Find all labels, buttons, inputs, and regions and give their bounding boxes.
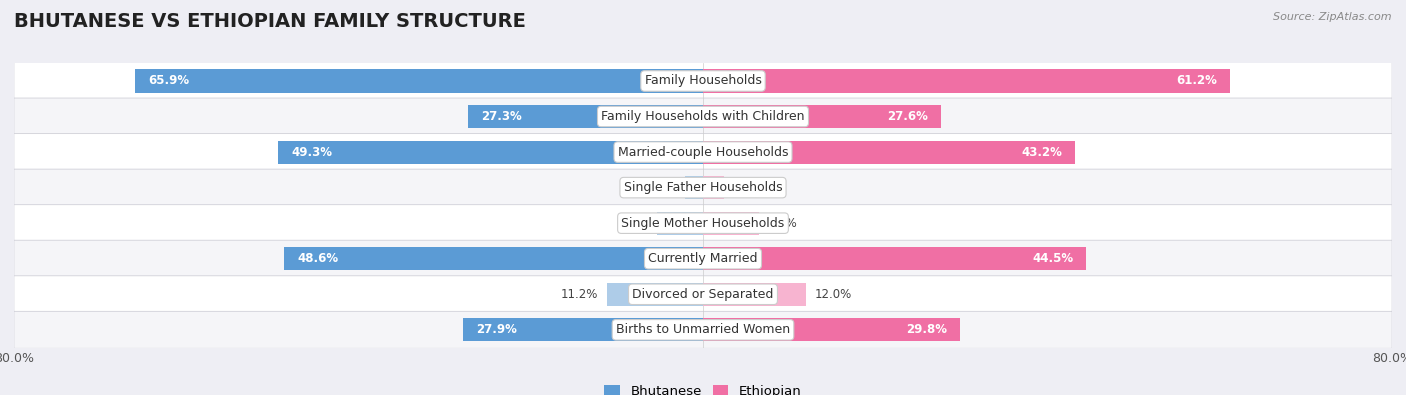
Text: Married-couple Households: Married-couple Households — [617, 146, 789, 158]
Text: 2.4%: 2.4% — [733, 181, 762, 194]
Bar — [703, 105, 941, 128]
FancyBboxPatch shape — [14, 134, 1392, 171]
Text: 29.8%: 29.8% — [905, 324, 946, 336]
FancyBboxPatch shape — [14, 240, 1392, 277]
Text: Family Households with Children: Family Households with Children — [602, 110, 804, 123]
Bar — [703, 318, 960, 341]
Text: Currently Married: Currently Married — [648, 252, 758, 265]
FancyBboxPatch shape — [14, 98, 1392, 135]
Bar — [658, 212, 703, 235]
Text: Source: ZipAtlas.com: Source: ZipAtlas.com — [1274, 12, 1392, 22]
FancyBboxPatch shape — [14, 169, 1392, 206]
Text: 61.2%: 61.2% — [1177, 75, 1218, 87]
Text: 27.9%: 27.9% — [475, 324, 516, 336]
Text: 5.3%: 5.3% — [619, 217, 648, 229]
Bar — [685, 176, 703, 199]
Text: 12.0%: 12.0% — [815, 288, 852, 301]
Bar — [135, 70, 703, 92]
Bar — [284, 247, 703, 270]
Text: 2.1%: 2.1% — [647, 181, 676, 194]
Text: Single Mother Households: Single Mother Households — [621, 217, 785, 229]
Text: Single Father Households: Single Father Households — [624, 181, 782, 194]
Text: 27.3%: 27.3% — [481, 110, 522, 123]
Text: 65.9%: 65.9% — [149, 75, 190, 87]
Bar — [703, 212, 759, 235]
FancyBboxPatch shape — [14, 276, 1392, 313]
Bar — [703, 283, 807, 306]
Legend: Bhutanese, Ethiopian: Bhutanese, Ethiopian — [599, 380, 807, 395]
Text: 48.6%: 48.6% — [298, 252, 339, 265]
Bar — [278, 141, 703, 164]
Bar — [703, 141, 1076, 164]
Text: Family Households: Family Households — [644, 75, 762, 87]
Text: Divorced or Separated: Divorced or Separated — [633, 288, 773, 301]
Text: Births to Unmarried Women: Births to Unmarried Women — [616, 324, 790, 336]
Text: 49.3%: 49.3% — [291, 146, 332, 158]
Text: 11.2%: 11.2% — [561, 288, 598, 301]
Text: 44.5%: 44.5% — [1032, 252, 1073, 265]
FancyBboxPatch shape — [14, 205, 1392, 242]
Bar — [468, 105, 703, 128]
FancyBboxPatch shape — [14, 311, 1392, 348]
Text: 27.6%: 27.6% — [887, 110, 928, 123]
Bar — [703, 176, 724, 199]
Bar — [703, 70, 1230, 92]
Bar — [606, 283, 703, 306]
FancyBboxPatch shape — [14, 62, 1392, 100]
Text: BHUTANESE VS ETHIOPIAN FAMILY STRUCTURE: BHUTANESE VS ETHIOPIAN FAMILY STRUCTURE — [14, 12, 526, 31]
Bar — [463, 318, 703, 341]
Text: 43.2%: 43.2% — [1021, 146, 1062, 158]
Text: 6.5%: 6.5% — [768, 217, 797, 229]
Bar — [703, 247, 1087, 270]
